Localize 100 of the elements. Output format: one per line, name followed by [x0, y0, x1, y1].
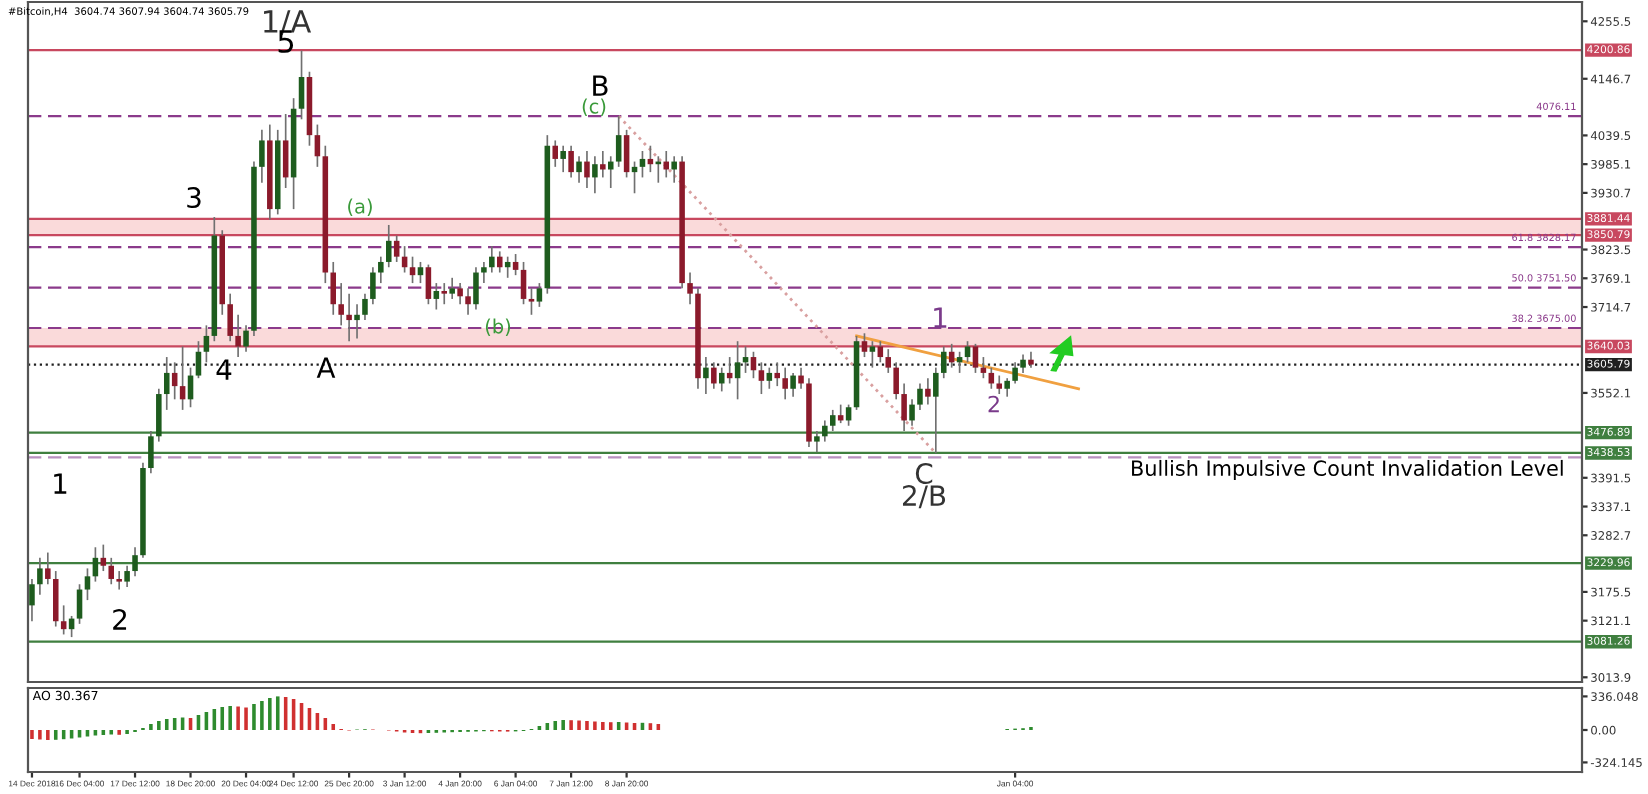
candlestick [552, 139, 559, 168]
candlestick [362, 292, 368, 321]
candlestick [996, 374, 1003, 395]
candlestick [1004, 377, 1010, 398]
annotation: 1 [934, 307, 947, 328]
annotation: Bullish Impulsive Count Invalidation Level [1132, 459, 1563, 481]
candlestick [116, 570, 122, 591]
candlestick [600, 150, 606, 179]
candlestick [346, 292, 352, 343]
candlestick [1012, 361, 1018, 385]
candlestick [758, 361, 765, 395]
annotation: 3 [187, 187, 201, 209]
candlestick [84, 567, 91, 601]
candlestick [615, 115, 622, 168]
candlestick [703, 356, 709, 395]
candlestick [45, 551, 51, 586]
candlestick [568, 144, 574, 179]
candlestick [639, 150, 646, 179]
candlestick [972, 343, 979, 374]
annotation: 1 [54, 473, 67, 494]
candlestick [576, 155, 582, 184]
candlestick [314, 123, 321, 168]
annotation: C [915, 463, 933, 485]
annotation: 4 [216, 359, 232, 380]
candlestick [473, 266, 479, 311]
annotation: A [316, 357, 336, 378]
candlestick [449, 276, 455, 300]
annotation: (c) [582, 98, 606, 116]
candlestick [925, 377, 931, 406]
candlestick [774, 361, 781, 387]
candlestick [417, 261, 424, 284]
candlestick [378, 255, 384, 284]
candlestick [433, 282, 440, 311]
candlestick [489, 245, 495, 274]
candlestick [663, 150, 670, 179]
candlestick [393, 234, 400, 263]
candlestick [298, 49, 305, 121]
candlestick [132, 546, 138, 578]
candlestick [687, 271, 693, 306]
candlestick [227, 292, 233, 343]
candlestick [560, 144, 566, 173]
candlestick [496, 250, 503, 274]
candlestick [917, 382, 923, 411]
annotation: 2/B [902, 485, 946, 509]
candlestick [877, 340, 884, 364]
candlestick [885, 348, 892, 374]
candlestick [29, 578, 35, 623]
candlestick [592, 155, 598, 195]
annotation: 2 [113, 609, 127, 630]
candlestick [711, 361, 717, 390]
candlestick [814, 430, 820, 453]
candlestick [37, 557, 43, 596]
candlestick [409, 255, 416, 284]
candlestick [100, 543, 107, 572]
candlestick [76, 583, 83, 625]
candlestick [901, 382, 907, 432]
annotation: B [593, 75, 608, 96]
candlestick [148, 430, 154, 475]
candlestick [790, 372, 796, 398]
candlestick [259, 129, 265, 184]
candlestick [425, 263, 432, 306]
candlestick [766, 366, 773, 390]
candlestick [124, 564, 130, 588]
candlestick [718, 366, 725, 393]
candlestick [822, 419, 828, 443]
candlestick [528, 287, 535, 316]
candlestick [940, 345, 947, 380]
candlestick [1020, 353, 1026, 374]
candlestick [163, 356, 170, 411]
candlestick [536, 282, 543, 308]
candlestick [330, 261, 337, 316]
candlestick [235, 313, 241, 358]
candlestick [861, 332, 868, 358]
candlestick [671, 155, 677, 184]
candlestick [798, 366, 804, 390]
candlestick [465, 287, 471, 316]
annotation: (a) [348, 198, 372, 216]
candlestick [195, 340, 202, 380]
candlestick [52, 570, 59, 628]
candlestick [156, 387, 162, 443]
candlestick [964, 340, 971, 364]
candlestick [60, 604, 67, 636]
candlestick [338, 282, 344, 327]
candlestick [481, 261, 487, 284]
candlestick [385, 224, 392, 269]
candlestick [623, 129, 630, 179]
candlestick [370, 266, 376, 306]
candlestick [108, 557, 115, 586]
candlestick [354, 303, 360, 340]
candlestick [584, 150, 590, 189]
candlestick [441, 282, 448, 306]
annotation: 2 [988, 395, 999, 413]
candlestick [909, 398, 915, 427]
candlestick [782, 366, 788, 401]
candlestick [829, 409, 836, 432]
candlestick [520, 261, 527, 306]
candlestick [933, 366, 939, 455]
candlestick [457, 282, 463, 306]
candlestick [607, 155, 614, 189]
candlestick [893, 361, 899, 401]
